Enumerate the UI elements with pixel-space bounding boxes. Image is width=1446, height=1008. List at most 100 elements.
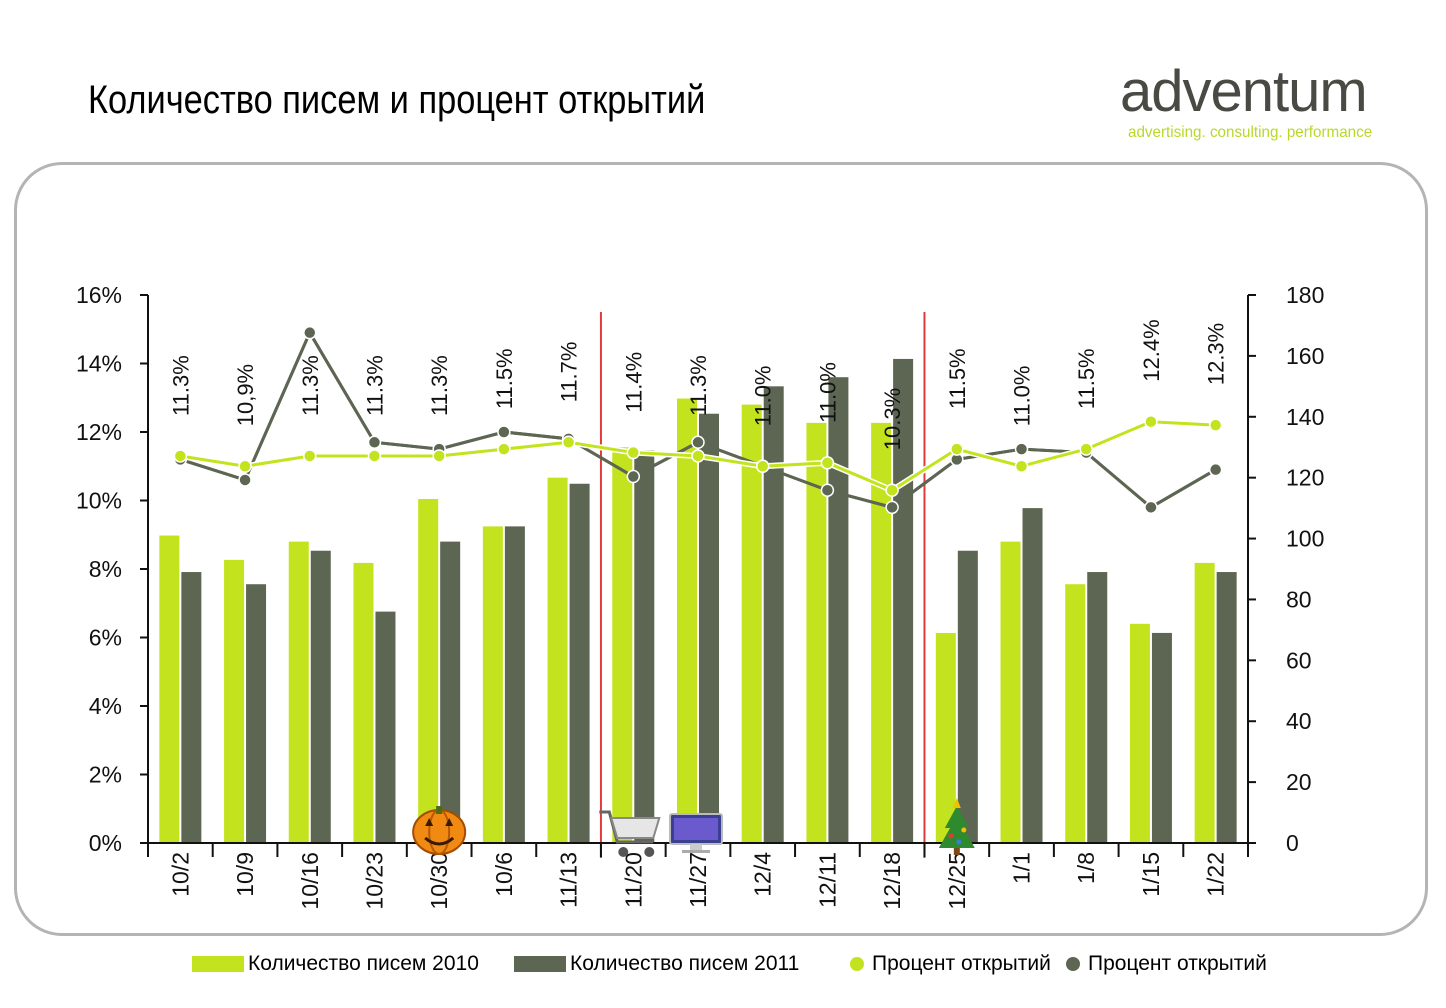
open-rate-2010-point-1-22 [1208,418,1223,432]
x-tick-label: 1/15 [1138,852,1164,897]
open-rate-2010-point-1-1 [1014,459,1029,473]
open-rate-2010-point-10-2 [173,449,188,463]
x-tick-label: 10/23 [361,852,387,910]
x-tick-label: 12/11 [814,852,840,908]
open-rate-2011-point-10-6 [497,425,511,439]
open-rate-2010-point-11-20 [626,445,641,460]
x-tick-label: 11/13 [556,852,582,908]
bar-2010-1-15 [1129,623,1150,843]
open-rate-2010-point-10-23 [367,449,382,463]
bar-2011-10-2 [181,572,202,843]
bar-2010-10-2 [159,535,180,843]
open-rate-2011-point-1-1 [1014,442,1029,456]
legend-label-2011: Количество писем 2011 [570,952,800,975]
open-rate-2010-point-10-9 [238,459,252,473]
open-rate-2010-point-12-18 [885,483,899,497]
y-left-tick-label: 6% [89,625,122,651]
x-tick-label: 12/18 [879,852,905,910]
y-left-tick-label: 14% [76,351,122,377]
data-label: 11.7% [557,342,582,403]
x-tick-label: 10/9 [232,852,258,897]
page-title: Количество писем и процент открытий [88,78,706,122]
bar-2010-12-4 [741,404,762,843]
y-right-tick-label: 20 [1286,769,1312,795]
data-label: 11.0% [815,362,840,423]
y-left-tick-label: 16% [76,282,122,308]
y-right-tick-label: 40 [1286,708,1312,734]
open-rate-2011-point-10-9 [238,473,252,487]
open-rate-2010-point-1-8 [1079,442,1093,456]
bar-2010-10-23 [353,562,374,843]
legend-swatch-2011 [514,956,566,972]
open-rate-2011-point-12-18 [885,500,899,515]
bar-2011-10-16 [310,550,331,843]
open-rate-2010-point-1-15 [1144,414,1158,429]
bar-2010-11-27 [677,398,697,843]
open-rate-2010-point-10-16 [303,449,317,463]
legend-label-2010: Количество писем 2010 [248,952,479,975]
bar-2010-12-18 [871,422,892,843]
legend-item-open-rate-2010: Процент открытий [850,948,1051,980]
data-label: 11.3% [298,355,323,416]
data-label: 12.3% [1204,323,1229,385]
y-left-tick-label: 4% [89,693,122,719]
bar-2011-1-15 [1151,632,1172,843]
bar-2010-1-22 [1194,562,1215,843]
open-rate-2010-point-12-4 [755,459,770,473]
bar-2011-12-4 [763,386,784,843]
x-tick-label: 1/8 [1073,852,1099,884]
open-rate-2010-point-10-6 [497,442,511,456]
bar-2010-1-1 [1000,541,1021,843]
open-rate-2011-point-1-22 [1208,462,1223,477]
bar-2011-11-27 [699,413,719,843]
open-rate-2011-point-1-15 [1144,500,1158,515]
open-rate-2010-point-12-25 [950,442,964,456]
open-rate-2011-point-11-27 [691,435,705,450]
christmas-tree-icon [938,798,975,855]
open-rate-2010-point-11-13 [561,435,576,450]
x-tick-label: 1/1 [1009,852,1035,884]
legend-dot-open-2011 [1066,957,1080,971]
data-label: 11.4% [621,352,646,413]
legend-item-open-rate-2011: Процент открытий [1066,948,1267,980]
y-left-tick-label: 12% [76,419,122,445]
y-left-tick-label: 10% [76,488,122,514]
y-right-tick-label: 180 [1286,282,1324,308]
y-right-tick-label: 0 [1286,830,1299,856]
y-left-tick-label: 8% [89,556,122,582]
y-right-tick-label: 140 [1286,404,1324,430]
x-tick-label: 1/22 [1203,852,1229,897]
x-tick-label: 12/4 [750,852,776,897]
open-rate-2011-point-10-23 [367,435,382,450]
bar-2011-11-13 [569,483,590,843]
bar-2011-12-11 [828,377,849,843]
x-tick-label: 10/30 [426,852,452,910]
monitor-icon [669,813,723,853]
x-tick-label: 11/20 [620,852,646,908]
open-rate-2010-point-12-11 [820,456,835,470]
legend-label-open-2010: Процент открытий [872,952,1051,975]
x-tick-label: 11/27 [685,852,711,908]
shopping-cart-icon [599,810,661,857]
bar-2010-10-9 [224,559,245,843]
data-label: 11.5% [945,348,970,409]
open-rate-2011-point-12-11 [820,483,835,497]
legend-item-bars-2010: Количество писем 2010 [192,948,479,980]
legend-item-bars-2011: Количество писем 2011 [514,948,799,980]
x-tick-label: 10/16 [297,852,323,910]
bar-2011-12-25 [957,550,978,843]
open-rate-2010-point-10-30 [432,449,446,463]
legend-dot-open-2010 [850,957,864,971]
logo-name: adventum [1120,59,1368,124]
y-right-tick-label: 120 [1286,465,1324,491]
bar-2011-10-9 [246,584,267,843]
x-tick-label: 10/2 [167,852,193,897]
data-label: 10.3% [880,388,905,450]
data-label: 11.0% [751,366,776,427]
chart-legend: Количество писем 2010 Количество писем 2… [0,948,1446,984]
chart-frame [14,162,1428,936]
data-label: 11.3% [686,355,711,416]
open-rate-2010-point-11-27 [691,449,705,463]
y-right-tick-label: 100 [1286,526,1324,552]
y-left-tick-label: 2% [89,762,122,788]
